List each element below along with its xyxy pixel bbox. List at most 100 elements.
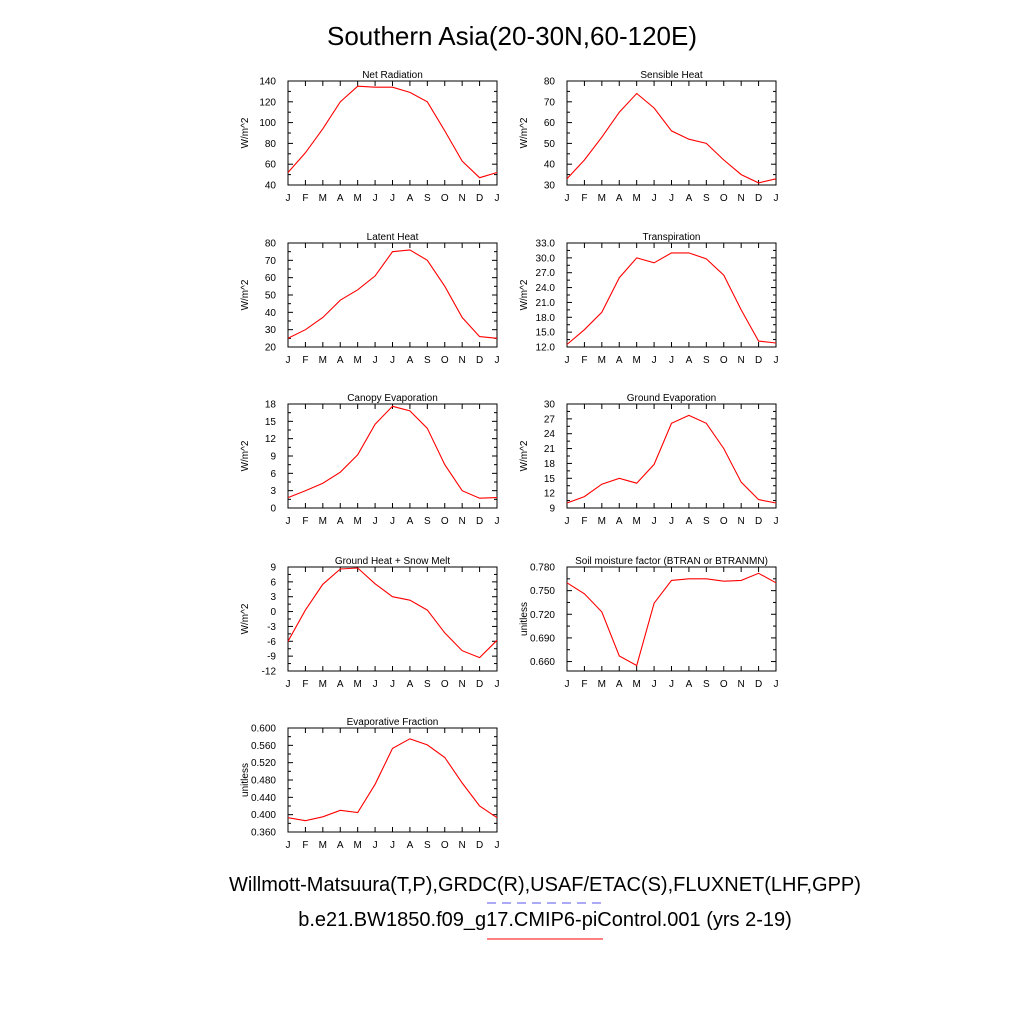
y-tick-label: 40 <box>265 181 277 192</box>
y-tick-label: 0.600 <box>251 724 276 735</box>
y-tick-label: 27.0 <box>536 268 556 279</box>
y-tick-label: 0.750 <box>530 586 555 597</box>
x-tick-label: J <box>565 516 570 527</box>
x-tick-label: J <box>286 355 291 366</box>
x-tick-label: M <box>632 355 640 366</box>
x-tick-label: A <box>337 516 344 527</box>
x-tick-label: J <box>652 355 657 366</box>
x-tick-label: S <box>424 516 431 527</box>
x-tick-label: A <box>337 355 344 366</box>
series-line <box>566 414 777 504</box>
x-tick-label: F <box>302 193 308 204</box>
y-tick-label: 15 <box>544 474 556 485</box>
y-tick-label: 0 <box>270 607 276 618</box>
x-tick-label: M <box>319 193 327 204</box>
x-tick-label: M <box>353 679 361 690</box>
x-tick-label: O <box>720 679 728 690</box>
x-tick-label: F <box>302 840 308 851</box>
x-tick-label: M <box>319 355 327 366</box>
x-tick-label: J <box>669 516 674 527</box>
y-tick-label: 60 <box>265 273 277 284</box>
y-tick-label: 18 <box>544 459 556 470</box>
y-tick-label: 9 <box>270 452 276 463</box>
panel-title: Ground Heat + Snow Melt <box>335 556 451 567</box>
y-tick-label: 140 <box>259 77 276 88</box>
series-line <box>287 405 498 499</box>
x-tick-label: F <box>581 355 587 366</box>
x-tick-label: D <box>755 516 762 527</box>
x-tick-label: J <box>774 516 779 527</box>
panel-evaporative-fraction: Evaporative Fraction 0.360 0.400 0.440 0.480… <box>240 717 500 851</box>
y-tick-label: -9 <box>267 652 276 663</box>
x-tick-label: M <box>353 193 361 204</box>
x-tick-label: N <box>459 193 466 204</box>
x-tick-label: J <box>286 193 291 204</box>
plot-frame <box>566 80 777 186</box>
y-tick-label: 21.0 <box>536 298 556 309</box>
plot-frame <box>566 566 777 672</box>
x-tick-label: O <box>441 679 449 690</box>
y-tick-label: 80 <box>265 239 277 250</box>
y-tick-label: 0.520 <box>251 758 276 769</box>
obs-legend-label: Willmott-Matsuura(T,P),GRDC(R),USAF/ETAC… <box>229 874 861 896</box>
y-tick-label: 0.400 <box>251 810 276 821</box>
series-line <box>287 85 498 179</box>
x-tick-label: M <box>632 516 640 527</box>
y-tick-label: 70 <box>265 256 277 267</box>
x-tick-label: J <box>373 193 378 204</box>
panel-title: Net Radiation <box>362 70 423 81</box>
y-axis-label: W/m^2 <box>240 279 251 310</box>
y-tick-label: 100 <box>259 118 276 129</box>
panel-title: Sensible Heat <box>640 70 702 81</box>
x-tick-label: F <box>581 516 587 527</box>
x-tick-label: N <box>459 840 466 851</box>
x-tick-label: J <box>373 840 378 851</box>
x-tick-label: A <box>407 193 414 204</box>
x-tick-label: J <box>652 679 657 690</box>
x-tick-label: D <box>755 193 762 204</box>
y-tick-label: 3 <box>270 592 276 603</box>
y-tick-label: 60 <box>265 160 277 171</box>
x-tick-label: F <box>581 679 587 690</box>
y-tick-label: 15 <box>265 417 277 428</box>
series-line <box>287 567 498 659</box>
x-tick-label: J <box>565 355 570 366</box>
x-tick-label: O <box>441 840 449 851</box>
y-tick-label: 50 <box>544 139 556 150</box>
x-tick-label: D <box>755 355 762 366</box>
x-tick-label: S <box>703 355 710 366</box>
x-tick-label: O <box>720 193 728 204</box>
y-tick-label: 0.560 <box>251 741 276 752</box>
y-tick-label: -3 <box>267 622 276 633</box>
y-axis-label: unitless <box>519 602 530 636</box>
y-tick-label: 20 <box>265 343 277 354</box>
plot-frame <box>566 242 777 348</box>
x-tick-label: O <box>441 516 449 527</box>
series-line <box>566 252 777 345</box>
y-tick-label: 80 <box>544 77 556 88</box>
x-tick-label: J <box>565 679 570 690</box>
plot-frame <box>287 727 498 833</box>
x-tick-label: S <box>424 355 431 366</box>
x-tick-label: N <box>738 679 745 690</box>
y-tick-label: 24 <box>544 429 556 440</box>
x-tick-label: M <box>598 516 606 527</box>
x-tick-label: A <box>407 355 414 366</box>
x-tick-label: J <box>373 679 378 690</box>
panel-title: Ground Evaporation <box>627 393 717 404</box>
x-tick-label: J <box>390 193 395 204</box>
x-tick-label: F <box>302 679 308 690</box>
y-axis-label: unitless <box>240 763 251 797</box>
y-tick-label: 3 <box>270 486 276 497</box>
x-tick-label: J <box>774 193 779 204</box>
x-tick-label: J <box>495 355 500 366</box>
x-tick-label: A <box>407 679 414 690</box>
y-tick-label: 0.480 <box>251 776 276 787</box>
x-tick-label: M <box>598 193 606 204</box>
x-tick-label: M <box>353 355 361 366</box>
x-tick-label: J <box>669 679 674 690</box>
y-tick-label: 60 <box>544 118 556 129</box>
